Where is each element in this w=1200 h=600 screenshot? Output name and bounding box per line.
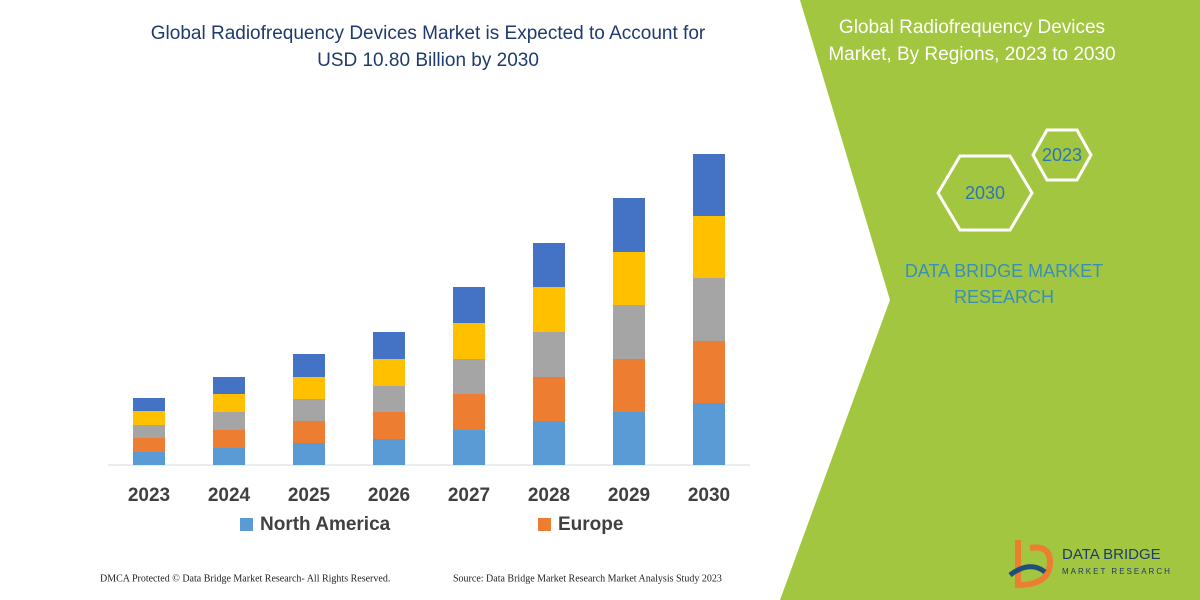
legend-label: Europe xyxy=(558,514,623,535)
bar-segment xyxy=(133,411,165,425)
bar-segment xyxy=(293,377,325,399)
footer-left: DMCA Protected © Data Bridge Market Rese… xyxy=(100,573,390,584)
bar-segment xyxy=(533,287,565,332)
bar-segment xyxy=(133,452,165,465)
bar-segment xyxy=(533,243,565,287)
bar-segment xyxy=(293,399,325,421)
bar-segment xyxy=(693,216,725,278)
bar-segment xyxy=(213,412,245,430)
panel-brand: DATA BRIDGE MARKET RESEARCH xyxy=(905,261,1103,307)
bar-segment xyxy=(373,332,405,359)
x-tick-label: 2028 xyxy=(528,485,570,506)
bar-segment xyxy=(213,377,245,394)
bar-segment xyxy=(613,198,645,252)
bar-segment xyxy=(133,438,165,452)
bar-segment xyxy=(133,398,165,411)
bar-segment xyxy=(693,403,725,465)
bar-segment xyxy=(613,305,645,359)
bar-segment xyxy=(453,430,485,465)
x-tick-label: 2023 xyxy=(128,485,170,506)
bar-segment xyxy=(133,425,165,438)
chart-title: Global Radiofrequency Devices Market is … xyxy=(151,23,706,71)
hex-year: 2030 xyxy=(965,183,1005,203)
bar-segment xyxy=(453,359,485,394)
green-panel xyxy=(780,0,1200,600)
x-tick-label: 2027 xyxy=(448,485,490,506)
bar-segment xyxy=(293,354,325,377)
bar-segment xyxy=(693,154,725,216)
bar-segment xyxy=(213,448,245,465)
hexagon xyxy=(1031,128,1093,182)
bar-segment xyxy=(293,421,325,443)
hexagon xyxy=(936,154,1034,232)
logo-mark xyxy=(1008,564,1047,578)
logo-name: DATA BRIDGE xyxy=(1062,546,1161,563)
bar-segment xyxy=(693,278,725,341)
bar-segment xyxy=(213,394,245,412)
panel-title: Global Radiofrequency Devices Market, By … xyxy=(828,17,1115,65)
bar-segment xyxy=(533,421,565,465)
bar-segment xyxy=(613,252,645,305)
legend-swatch xyxy=(240,518,253,531)
bar-segment xyxy=(213,430,245,448)
bar-segment xyxy=(373,412,405,439)
x-tick-label: 2026 xyxy=(368,485,410,506)
x-tick-label: 2029 xyxy=(608,485,650,506)
logo-mark xyxy=(1015,540,1054,589)
bar-segment xyxy=(613,359,645,412)
logo-sub: MARKET RESEARCH xyxy=(1062,567,1172,576)
legend-label: North America xyxy=(260,514,391,535)
bar-segment xyxy=(293,443,325,465)
x-tick-label: 2025 xyxy=(288,485,331,506)
bar-segment xyxy=(373,359,405,386)
x-tick-label: 2030 xyxy=(688,485,730,506)
x-tick-label: 2024 xyxy=(208,485,251,506)
bar-segment xyxy=(453,287,485,323)
bar-segment xyxy=(533,377,565,421)
bar-segment xyxy=(613,412,645,465)
bar-segment xyxy=(373,386,405,412)
bar-segment xyxy=(693,341,725,403)
hex-year: 2023 xyxy=(1042,145,1082,165)
legend-swatch xyxy=(538,518,551,531)
bar-segment xyxy=(533,332,565,377)
bar-segment xyxy=(373,439,405,465)
bar-segment xyxy=(453,394,485,430)
bar-segment xyxy=(453,323,485,359)
footer-right: Source: Data Bridge Market Research Mark… xyxy=(453,573,722,584)
